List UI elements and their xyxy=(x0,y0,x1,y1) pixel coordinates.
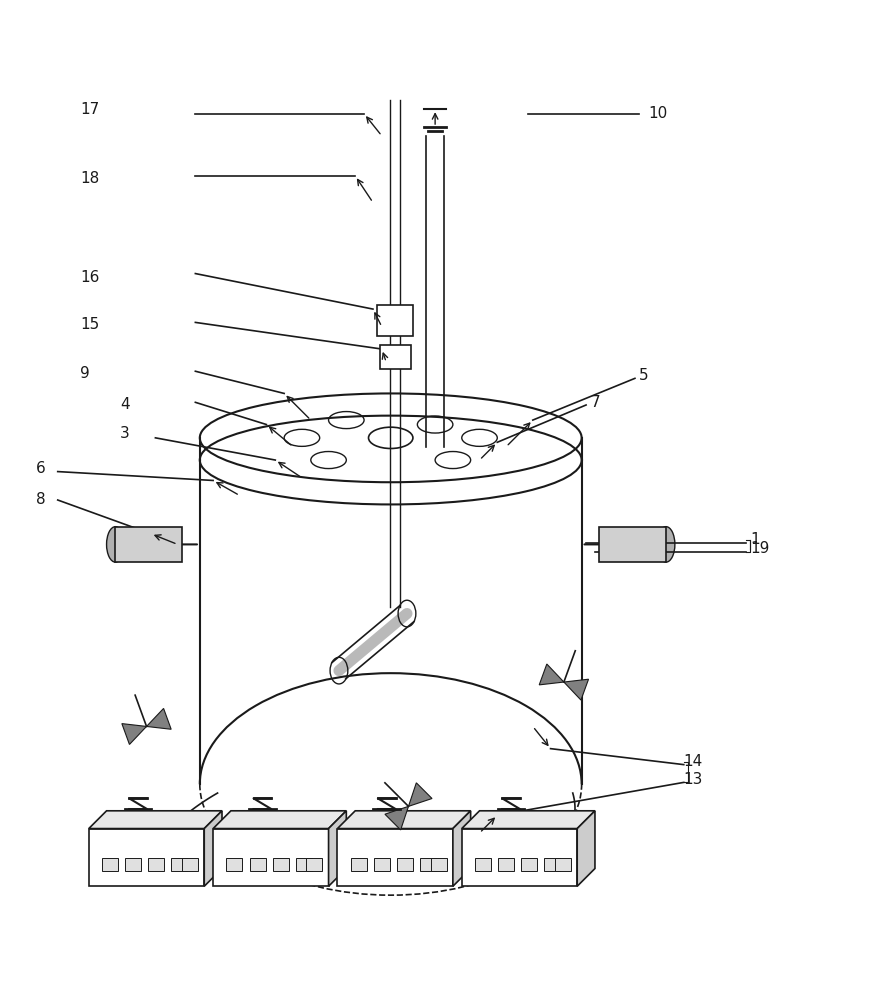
Bar xyxy=(226,858,242,871)
Text: 19: 19 xyxy=(750,541,770,556)
Bar xyxy=(182,858,198,871)
Text: 10: 10 xyxy=(648,106,668,121)
Bar xyxy=(599,527,666,562)
Polygon shape xyxy=(337,811,471,829)
Bar xyxy=(102,858,118,871)
Text: 4: 4 xyxy=(120,397,130,412)
Bar xyxy=(213,829,329,886)
Text: 14: 14 xyxy=(684,754,703,769)
Text: 1: 1 xyxy=(750,532,760,547)
Text: 17: 17 xyxy=(80,102,99,117)
Polygon shape xyxy=(89,811,222,829)
Polygon shape xyxy=(577,811,595,886)
Bar xyxy=(377,305,413,336)
Polygon shape xyxy=(122,724,147,744)
Bar xyxy=(397,858,413,871)
Text: 5: 5 xyxy=(639,368,649,383)
Polygon shape xyxy=(213,811,346,829)
Text: 6: 6 xyxy=(36,461,45,476)
Text: 8: 8 xyxy=(36,492,45,507)
Text: 3: 3 xyxy=(120,426,130,441)
Text: 18: 18 xyxy=(80,171,99,186)
Bar xyxy=(544,858,560,871)
Text: 16: 16 xyxy=(80,270,99,285)
Polygon shape xyxy=(462,811,595,829)
Bar xyxy=(115,527,182,562)
Bar xyxy=(296,858,312,871)
Ellipse shape xyxy=(657,527,675,562)
Text: 13: 13 xyxy=(684,772,703,787)
Bar xyxy=(498,858,514,871)
Bar xyxy=(555,858,571,871)
Polygon shape xyxy=(147,708,171,729)
Text: 7: 7 xyxy=(591,395,600,410)
Bar xyxy=(374,858,390,871)
Bar xyxy=(148,858,164,871)
Polygon shape xyxy=(329,811,346,886)
Text: 9: 9 xyxy=(80,366,90,381)
Bar xyxy=(420,858,436,871)
Bar xyxy=(475,858,491,871)
Polygon shape xyxy=(204,811,222,886)
Bar xyxy=(273,858,289,871)
Bar xyxy=(462,829,577,886)
Bar xyxy=(351,858,367,871)
Polygon shape xyxy=(539,664,564,685)
Bar xyxy=(431,858,447,871)
Bar xyxy=(125,858,141,871)
Polygon shape xyxy=(385,806,408,830)
Polygon shape xyxy=(453,811,471,886)
Polygon shape xyxy=(564,679,589,700)
Bar xyxy=(89,829,204,886)
Bar xyxy=(337,829,453,886)
Bar xyxy=(250,858,266,871)
Bar xyxy=(521,858,537,871)
Bar xyxy=(306,858,322,871)
Bar xyxy=(171,858,187,871)
Text: 15: 15 xyxy=(80,317,99,332)
Ellipse shape xyxy=(107,527,124,562)
Polygon shape xyxy=(408,783,432,806)
Bar xyxy=(380,345,410,369)
